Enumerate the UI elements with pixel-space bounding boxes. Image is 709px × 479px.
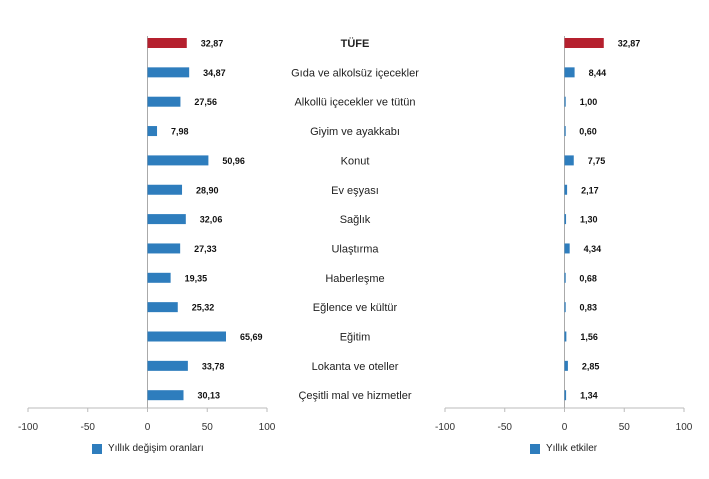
value-label: 33,78: [202, 361, 225, 371]
bar: [147, 184, 183, 195]
right-legend-swatch: [530, 443, 540, 454]
x-tick-label: 0: [145, 422, 151, 433]
bar: [147, 390, 184, 401]
value-label: 19,35: [185, 273, 208, 283]
bar: [147, 272, 171, 283]
category-label: Haberleşme: [325, 273, 384, 285]
bar-tufe: [564, 38, 604, 48]
value-label: 0,60: [579, 127, 597, 137]
category-label: Konut: [341, 155, 370, 167]
left-legend: Yıllık değişim oranları: [92, 443, 204, 454]
bar: [564, 243, 570, 254]
value-label: 1,56: [580, 332, 598, 342]
value-label: 2,17: [581, 185, 599, 195]
bar: [564, 184, 568, 195]
x-tick-label: 50: [202, 422, 214, 433]
category-label: Giyim ve ayakkabı: [310, 126, 400, 138]
bar: [147, 96, 181, 107]
value-label: 7,98: [171, 127, 189, 137]
bar: [564, 302, 566, 313]
bar-tufe: [147, 38, 187, 48]
category-label: Ulaştırma: [331, 243, 379, 255]
value-label: 32,87: [201, 39, 224, 49]
bar: [564, 331, 567, 342]
value-label: 1,34: [580, 391, 598, 401]
right-chart-panel: -100 -50 0 50 100 32,87 8,44 1,00 0,60 7,75 2,17 1,…: [435, 36, 693, 433]
category-label: Eğitim: [340, 332, 371, 344]
value-label: 27,56: [194, 97, 217, 107]
value-label: 50,96: [222, 156, 245, 166]
bar: [147, 243, 181, 254]
bar: [564, 155, 574, 166]
value-label: 32,87: [618, 39, 641, 49]
bar: [564, 126, 566, 137]
value-label: 0,83: [579, 303, 597, 313]
left-chart-panel: -100 -50 0 50 100 32,87 34,87 27,56 7,98 50,96 28,…: [18, 36, 276, 433]
x-tick-label: -100: [18, 422, 38, 433]
x-tick-label: 0: [562, 422, 568, 433]
value-label: 0,68: [579, 273, 597, 283]
category-label-tufe: TÜFE: [341, 37, 370, 50]
value-label: 32,06: [200, 215, 223, 225]
bar: [147, 360, 188, 371]
x-tick-label: 100: [676, 422, 693, 433]
value-label: 65,69: [240, 332, 263, 342]
x-tick-label: 50: [619, 422, 631, 433]
bar: [147, 302, 178, 313]
value-label: 7,75: [588, 156, 606, 166]
x-tick-label: -100: [435, 422, 455, 433]
value-label: 1,30: [580, 215, 598, 225]
x-tick-label: -50: [81, 422, 96, 433]
value-label: 8,44: [589, 68, 607, 78]
right-legend-label: Yıllık etkiler: [546, 443, 598, 454]
bar: [147, 214, 186, 225]
left-legend-swatch: [92, 443, 102, 454]
bar: [564, 272, 566, 283]
bar: [564, 214, 567, 225]
bar: [564, 360, 568, 371]
bar: [147, 155, 209, 166]
left-legend-label: Yıllık değişim oranları: [108, 443, 204, 454]
value-label: 28,90: [196, 185, 219, 195]
category-label: Çeşitli mal ve hizmetler: [298, 390, 411, 402]
bar: [564, 390, 567, 401]
category-label: Lokanta ve oteller: [312, 361, 399, 373]
bar: [564, 96, 566, 107]
category-label: Eğlence ve kültür: [313, 302, 398, 314]
value-label: 25,32: [192, 303, 215, 313]
category-label: Ev eşyası: [331, 185, 379, 197]
category-label: Sağlık: [340, 214, 371, 226]
category-label: Gıda ve alkolsüz içecekler: [291, 67, 419, 79]
value-label: 1,00: [580, 97, 598, 107]
bar: [564, 67, 575, 78]
value-label: 2,85: [582, 361, 600, 371]
value-label: 34,87: [203, 68, 226, 78]
value-label: 27,33: [194, 244, 217, 254]
right-legend: Yıllık etkiler: [530, 443, 597, 454]
category-label: Alkollü içecekler ve tütün: [294, 97, 415, 109]
value-label: 4,34: [584, 244, 602, 254]
bar: [147, 331, 226, 342]
x-tick-label: -50: [498, 422, 513, 433]
bar: [147, 126, 158, 137]
value-label: 30,13: [198, 391, 221, 401]
x-tick-label: 100: [259, 422, 276, 433]
bar: [147, 67, 190, 78]
category-labels: TÜFE Gıda ve alkolsüz içecekler Alkollü iç…: [291, 37, 419, 402]
